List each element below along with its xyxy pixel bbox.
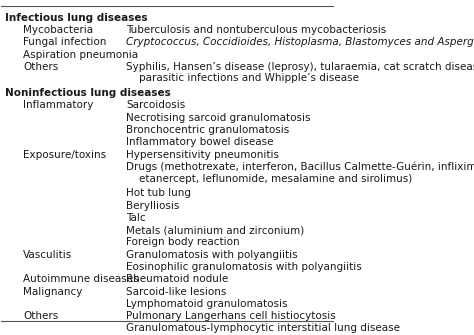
Text: Inflammatory bowel disease: Inflammatory bowel disease: [126, 137, 273, 147]
Text: Noninfectious lung diseases: Noninfectious lung diseases: [5, 88, 171, 98]
Text: Talc: Talc: [126, 213, 146, 223]
Text: Hot tub lung: Hot tub lung: [126, 188, 191, 198]
Text: Lymphomatoid granulomatosis: Lymphomatoid granulomatosis: [126, 299, 288, 309]
Text: Pulmonary Langerhans cell histiocytosis: Pulmonary Langerhans cell histiocytosis: [126, 311, 336, 321]
Text: Others: Others: [23, 62, 58, 72]
Text: Syphilis, Hansen’s disease (leprosy), tularaemia, cat scratch disease,
    paras: Syphilis, Hansen’s disease (leprosy), tu…: [126, 62, 474, 83]
Text: Inflammatory: Inflammatory: [23, 100, 93, 111]
Text: Mycobacteria: Mycobacteria: [23, 25, 93, 35]
Text: Berylliosis: Berylliosis: [126, 201, 180, 211]
Text: Others: Others: [23, 311, 58, 321]
Text: Sarcoidosis: Sarcoidosis: [126, 100, 185, 111]
Text: Vasculitis: Vasculitis: [23, 250, 72, 260]
Text: Eosinophilic granulomatosis with polyangiitis: Eosinophilic granulomatosis with polyang…: [126, 262, 362, 272]
Text: Drugs (methotrexate, interferon, Bacillus Calmette-Guérin, infliximab,
    etane: Drugs (methotrexate, interferon, Bacillu…: [126, 162, 474, 184]
Text: Foreign body reaction: Foreign body reaction: [126, 238, 240, 248]
Text: Tuberculosis and nontuberculous mycobacteriosis: Tuberculosis and nontuberculous mycobact…: [126, 25, 386, 35]
Text: Sarcoid-like lesions: Sarcoid-like lesions: [126, 286, 227, 296]
Text: Cryptococcus, Coccidioides, Histoplasma, Blastomyces and Aspergillus: Cryptococcus, Coccidioides, Histoplasma,…: [126, 37, 474, 47]
Text: Bronchocentric granulomatosis: Bronchocentric granulomatosis: [126, 125, 289, 135]
Text: Granulomatous-lymphocytic interstitial lung disease: Granulomatous-lymphocytic interstitial l…: [126, 323, 400, 333]
Text: Fungal infection: Fungal infection: [23, 37, 106, 47]
Text: Rheumatoid nodule: Rheumatoid nodule: [126, 274, 228, 284]
Text: Infectious lung diseases: Infectious lung diseases: [5, 13, 147, 23]
Text: Hypersensitivity pneumonitis: Hypersensitivity pneumonitis: [126, 150, 279, 159]
Text: Necrotising sarcoid granulomatosis: Necrotising sarcoid granulomatosis: [126, 113, 310, 123]
Text: Granulomatosis with polyangiitis: Granulomatosis with polyangiitis: [126, 250, 298, 260]
Text: Malignancy: Malignancy: [23, 286, 82, 296]
Text: Autoimmune diseases: Autoimmune diseases: [23, 274, 138, 284]
Text: Exposure/toxins: Exposure/toxins: [23, 150, 106, 159]
Text: Metals (aluminium and zirconium): Metals (aluminium and zirconium): [126, 225, 304, 235]
Text: Aspiration pneumonia: Aspiration pneumonia: [23, 50, 138, 60]
